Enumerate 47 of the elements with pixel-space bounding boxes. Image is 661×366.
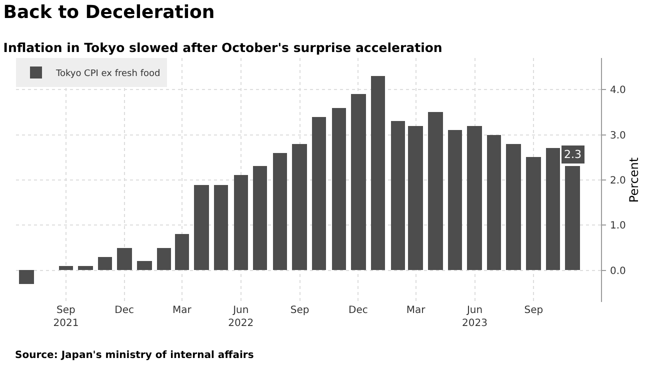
bar xyxy=(137,261,152,270)
x-tick-label: Jun 2022 xyxy=(228,305,254,329)
source-note: Source: Japan's ministry of internal affairs xyxy=(15,350,254,361)
y-tick-label: 4.0 xyxy=(610,85,626,96)
data-label: 2.3 xyxy=(564,148,582,161)
bar xyxy=(506,144,521,270)
bar xyxy=(312,117,326,270)
bar xyxy=(371,76,385,270)
y-axis-title: Percent xyxy=(626,157,641,203)
y-tick-label: 3.0 xyxy=(610,130,626,142)
bar xyxy=(332,108,346,270)
y-tick-label: 0.0 xyxy=(610,266,626,277)
bar xyxy=(19,270,34,284)
legend-label: Tokyo CPI ex fresh food xyxy=(55,69,160,80)
bar xyxy=(234,175,248,270)
x-tick-label: Sep 2021 xyxy=(53,305,79,329)
x-tick-label: Dec xyxy=(348,305,368,316)
bar xyxy=(428,112,443,270)
bar xyxy=(194,185,209,270)
x-tick-label: Jun 2023 xyxy=(462,305,488,329)
bar xyxy=(526,157,541,270)
bar xyxy=(467,126,482,270)
bar xyxy=(292,144,307,270)
chart-subtitle: Inflation in Tokyo slowed after October's surprise acceleration xyxy=(3,40,442,55)
bar xyxy=(448,130,462,270)
bar xyxy=(565,166,580,270)
bar xyxy=(351,94,366,270)
bar xyxy=(391,121,405,270)
y-tick-label: 2.0 xyxy=(610,176,626,186)
x-tick-label: Mar xyxy=(172,305,192,316)
x-tick-label: Dec xyxy=(114,305,134,316)
bar xyxy=(117,248,132,270)
chart-title: Back to Deceleration xyxy=(3,2,215,24)
y-tick-label: 1.0 xyxy=(610,220,626,232)
bar xyxy=(253,166,267,270)
x-tick-label: Sep xyxy=(290,305,310,316)
bar xyxy=(273,153,287,270)
bar xyxy=(408,126,423,270)
bar xyxy=(157,248,171,270)
x-tick-label: Sep xyxy=(524,305,544,316)
bar xyxy=(214,185,228,270)
bar xyxy=(59,266,73,270)
bar xyxy=(78,266,93,270)
bar xyxy=(98,257,112,270)
bar xyxy=(487,135,501,270)
x-tick-label: Mar xyxy=(406,305,426,316)
bar xyxy=(175,234,189,270)
